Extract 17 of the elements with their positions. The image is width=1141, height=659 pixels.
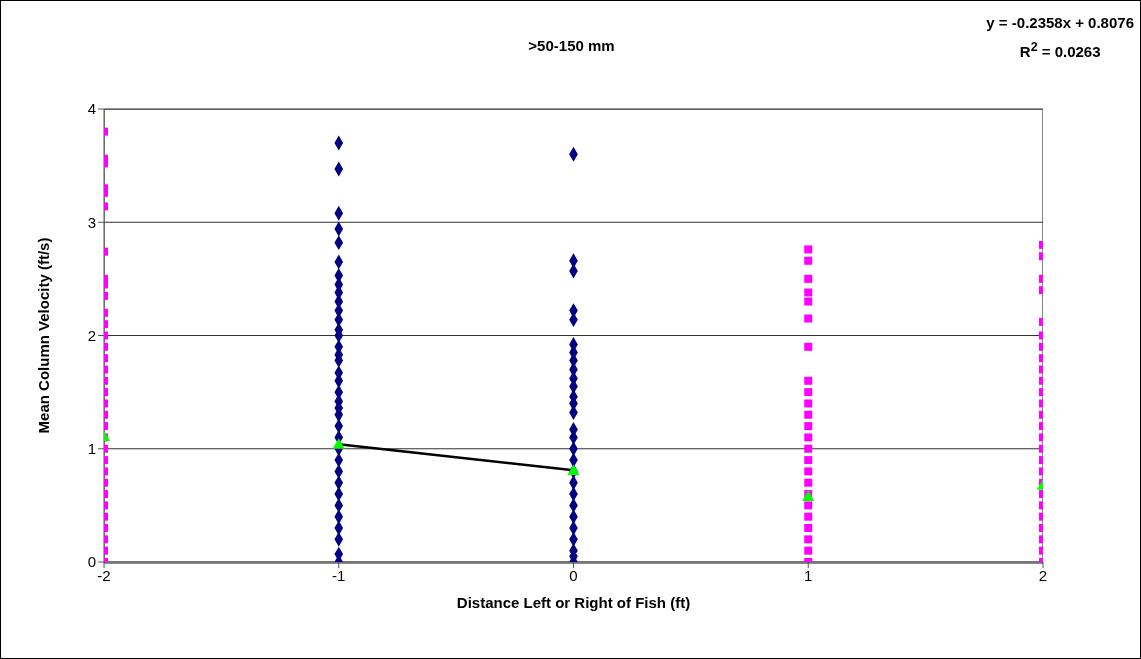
y-tick-label: 2 [87, 326, 96, 344]
y-axis-title: Mean Column Velocity (ft/s) [35, 237, 53, 434]
point [567, 464, 580, 475]
point [332, 438, 345, 449]
x-tick-label: 1 [804, 566, 813, 584]
y-tick-label: 1 [87, 440, 96, 458]
x-tick-label: 2 [1038, 566, 1048, 584]
y-tick-label: 4 [87, 100, 96, 118]
text: R$^{2}$ = 0.0263 [1018, 39, 1102, 62]
x-axis-title: Distance Left or Right of Fish (ft) [456, 594, 691, 611]
text: y = -0.2358x + 0.8076 [986, 13, 1134, 33]
x-tick-label: -1 [332, 566, 346, 584]
x-tick-label: 0 [569, 566, 578, 584]
y-tick-label: 3 [87, 213, 96, 231]
chart-title: >50-150 mm [528, 37, 615, 54]
y-tick-label: 0 [87, 553, 96, 571]
x-tick-label: -2 [97, 566, 111, 584]
